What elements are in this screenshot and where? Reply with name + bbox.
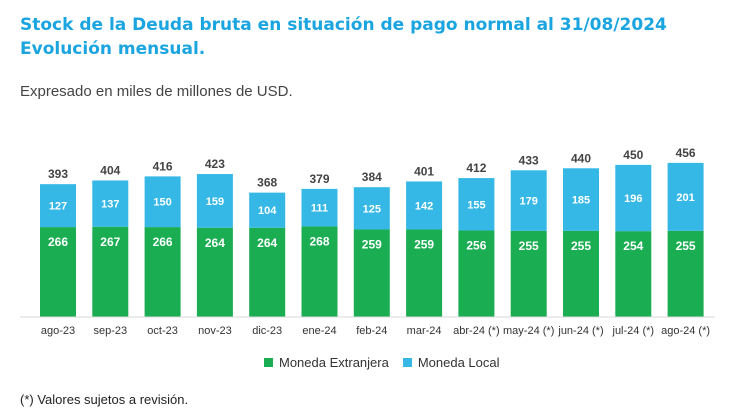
data-label-local-0: 127 — [49, 201, 67, 213]
data-label-foreign-5: 268 — [309, 234, 329, 248]
bar-foreign-5 — [301, 226, 338, 317]
data-label-foreign-4: 264 — [257, 236, 277, 250]
x-tick-label-1: sep-23 — [93, 325, 127, 337]
data-label-total-10: 440 — [571, 151, 591, 165]
data-label-total-6: 384 — [362, 170, 382, 184]
data-label-total-12: 456 — [676, 146, 696, 160]
data-label-total-7: 401 — [414, 164, 434, 178]
bar-foreign-8 — [458, 230, 495, 317]
chart-title-line-2: Evolución mensual. — [20, 39, 206, 59]
bar-local-6 — [353, 187, 390, 230]
x-tick-label-9: may-24 (*) — [503, 325, 554, 337]
bar-foreign-12 — [667, 230, 704, 317]
data-label-total-1: 404 — [100, 163, 120, 177]
data-label-foreign-1: 267 — [100, 235, 120, 249]
bar-foreign-9 — [510, 230, 547, 317]
x-tick-label-3: nov-23 — [198, 325, 232, 337]
legend-label-foreign: Moneda Extranjera — [279, 355, 389, 370]
data-label-local-9: 179 — [520, 196, 538, 208]
x-tick-label-11: jul-24 (*) — [612, 325, 655, 337]
bar-local-8 — [458, 178, 495, 231]
bar-foreign-4 — [249, 227, 286, 317]
data-label-foreign-11: 254 — [623, 239, 643, 253]
footnote: (*) Valores sujetos a revisión. — [20, 392, 189, 407]
bar-local-2 — [144, 176, 181, 228]
data-label-local-11: 196 — [624, 193, 642, 205]
x-tick-label-10: jun-24 (*) — [557, 325, 603, 337]
bar-foreign-2 — [144, 227, 181, 317]
bar-local-10 — [563, 168, 599, 231]
bar-local-5 — [301, 188, 338, 227]
data-label-local-3: 159 — [206, 196, 224, 208]
bar-local-3 — [196, 174, 233, 228]
data-label-local-1: 137 — [101, 199, 119, 211]
chart-subtitle: Expresado en miles de millones de USD. — [20, 83, 293, 100]
data-label-foreign-8: 256 — [466, 238, 486, 252]
data-label-total-11: 450 — [623, 148, 643, 162]
bar-foreign-3 — [196, 227, 233, 317]
data-label-foreign-9: 255 — [519, 239, 539, 253]
data-label-foreign-12: 255 — [676, 239, 696, 253]
data-label-total-2: 416 — [153, 159, 173, 173]
legend-item-local: Moneda Local — [402, 355, 500, 370]
data-label-local-6: 125 — [363, 203, 381, 215]
data-label-total-3: 423 — [205, 157, 225, 171]
data-label-foreign-6: 259 — [362, 237, 382, 251]
data-label-foreign-7: 259 — [414, 237, 434, 251]
data-label-total-4: 368 — [257, 176, 277, 190]
bar-local-7 — [406, 181, 443, 230]
x-tick-label-2: oct-23 — [147, 325, 178, 337]
data-label-foreign-2: 266 — [153, 235, 173, 249]
data-label-local-4: 104 — [258, 205, 277, 217]
bar-foreign-10 — [563, 230, 599, 317]
bar-local-9 — [510, 170, 547, 231]
bar-foreign-7 — [406, 229, 443, 317]
data-label-total-5: 379 — [309, 172, 329, 186]
bar-local-11 — [615, 164, 652, 232]
data-label-local-5: 111 — [311, 203, 328, 215]
bar-local-1 — [92, 180, 129, 227]
bar-foreign-1 — [92, 226, 129, 317]
legend-item-foreign: Moneda Extranjera — [264, 355, 389, 370]
x-tick-labels: ago-23 sep-23 oct-23 nov-23 dic-23 ene-24 feb-… — [41, 325, 710, 337]
data-label-total-9: 433 — [519, 153, 539, 167]
bars-group: 266 127 393 267 137 404 266 150 416 264 159 423 264 1… — [40, 146, 704, 317]
data-label-local-2: 150 — [153, 197, 171, 209]
chart-title-line-1: Stock de la Deuda bruta en situación de … — [20, 15, 667, 35]
data-label-foreign-10: 255 — [571, 239, 591, 253]
data-label-total-8: 412 — [466, 161, 486, 175]
bar-local-0 — [40, 184, 76, 228]
legend: Moneda Extranjera Moneda Local — [264, 355, 514, 370]
data-label-foreign-0: 266 — [48, 235, 68, 249]
legend-swatch-local — [402, 358, 412, 367]
data-label-total-0: 393 — [48, 167, 68, 181]
x-tick-label-4: dic-23 — [252, 325, 282, 337]
bar-foreign-11 — [615, 231, 652, 317]
x-tick-label-0: ago-23 — [41, 325, 75, 337]
legend-swatch-foreign — [264, 358, 273, 367]
chart-title: Stock de la Deuda bruta en situación de … — [20, 13, 720, 61]
x-tick-label-6: feb-24 — [356, 325, 387, 337]
x-tick-label-8: abr-24 (*) — [453, 325, 499, 337]
data-label-foreign-3: 264 — [205, 236, 225, 250]
bar-foreign-6 — [353, 229, 390, 317]
stacked-bar-chart: 266 127 393 267 137 404 266 150 416 264 159 423 264 1… — [20, 146, 715, 337]
bar-foreign-0 — [40, 227, 76, 317]
bar-local-4 — [249, 192, 286, 228]
data-label-local-10: 185 — [572, 195, 590, 207]
legend-label-local: Moneda Local — [417, 355, 500, 370]
data-label-local-12: 201 — [676, 192, 694, 204]
bar-local-12 — [667, 162, 704, 231]
x-tick-label-5: ene-24 — [302, 325, 336, 337]
x-tick-label-7: mar-24 — [407, 325, 442, 337]
x-tick-label-12: ago-24 (*) — [661, 325, 710, 337]
data-label-local-8: 155 — [467, 199, 485, 211]
data-label-local-7: 142 — [415, 200, 433, 212]
